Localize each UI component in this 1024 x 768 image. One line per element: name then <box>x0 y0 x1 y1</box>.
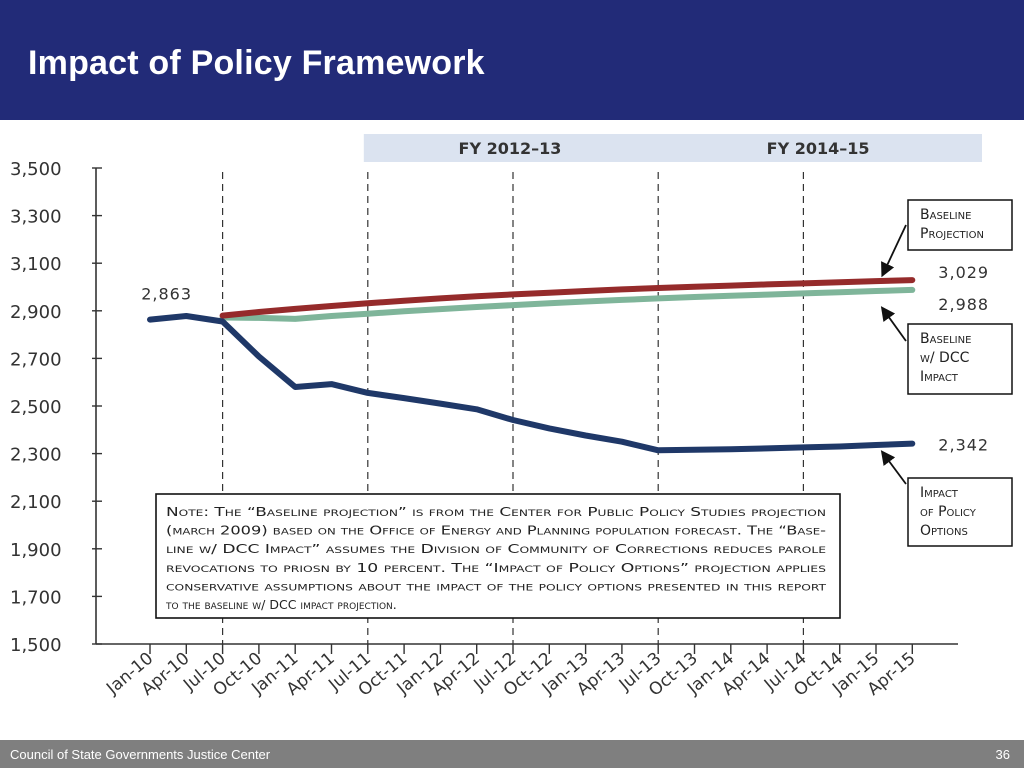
note-text-line: (march 2009) based on the Office of Ener… <box>166 523 826 538</box>
footer-organization: Council of State Governments Justice Cen… <box>10 747 271 762</box>
callout-box <box>907 477 1013 547</box>
y-tick-label: 2,500 <box>10 397 62 418</box>
slide-title: Impact of Policy Framework <box>28 44 485 82</box>
y-tick-label: 3,300 <box>10 207 62 228</box>
callout-text: of Policy <box>920 504 977 520</box>
callout-arrow <box>880 306 907 342</box>
title-bar: Impact of Policy Framework <box>0 0 1024 120</box>
population-projection-chart: FY 2012–13 FY 2014–15 1,500 1,700 1,900 2,100… <box>10 134 1013 701</box>
y-tick-label: 2,100 <box>10 492 62 513</box>
footer-bar: Council of State Governments Justice Cen… <box>0 740 1024 768</box>
callout-text: Impact <box>920 369 959 385</box>
y-tick-label: 2,700 <box>10 349 62 370</box>
note-box <box>155 493 841 619</box>
note-text-line: to the baseline w/ DCC impact projection… <box>165 597 397 612</box>
y-tick-label: 3,500 <box>10 159 62 180</box>
callout-text: w/ DCC <box>920 350 970 366</box>
y-tick-label: 3,100 <box>10 254 62 275</box>
data-label: 3,029 <box>938 263 989 282</box>
data-label: 2,988 <box>938 295 989 314</box>
period-band <box>363 134 657 162</box>
y-tick-label: 1,700 <box>10 587 62 608</box>
callout-box <box>907 199 1013 251</box>
period-label: FY 2014–15 <box>767 139 870 158</box>
series-line-baseline <box>219 277 916 319</box>
callout-arrow <box>880 450 907 485</box>
callout-text: Baseline <box>920 331 971 347</box>
series-line-policy <box>147 313 916 454</box>
callout-text: Impact <box>920 485 959 501</box>
callout-text: Options <box>920 523 968 539</box>
data-label: 2,342 <box>938 436 989 455</box>
y-tick-label: 1,500 <box>10 635 62 656</box>
callout-arrow <box>881 224 907 278</box>
period-band <box>654 134 982 162</box>
series-line-baseline_dcc <box>219 286 916 322</box>
callout-text: Projection <box>920 226 984 242</box>
note-text-line: revocations to priosn by 10 percent. The… <box>166 560 826 575</box>
note-text-line: line w/ DCC Impact” assumes the Division… <box>166 541 826 556</box>
y-tick-label: 2,900 <box>10 302 62 323</box>
y-tick-label: 2,300 <box>10 445 62 466</box>
y-tick-label: 1,900 <box>10 540 62 561</box>
note-text-line: conservative assumptions about the impac… <box>166 578 827 593</box>
callout-text: Baseline <box>920 207 971 223</box>
page-number: 36 <box>995 747 1010 762</box>
data-label: 2,863 <box>141 285 192 304</box>
note-text-line: Note: The “Baseline projection” is from … <box>166 504 826 519</box>
callout-box <box>907 323 1013 395</box>
period-label: FY 2012–13 <box>459 139 562 158</box>
